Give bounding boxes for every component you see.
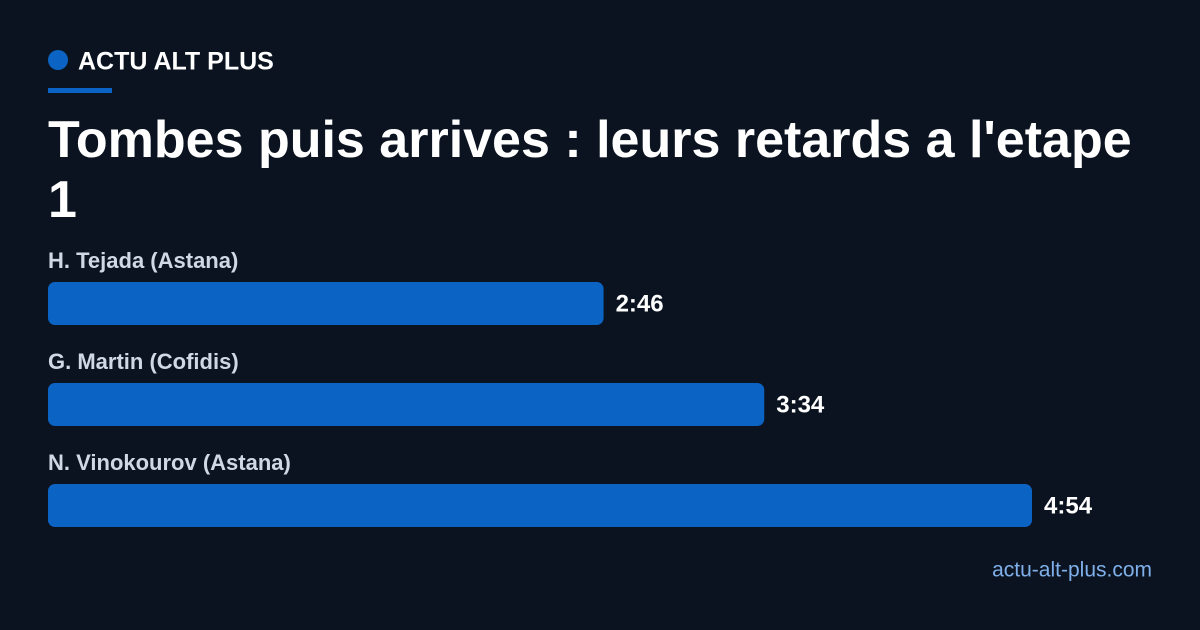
source: actu-alt-plus.com	[992, 559, 1152, 582]
category-label: H. Tejada (Astana)	[48, 248, 238, 273]
bar	[48, 282, 604, 325]
category-label: G. Martin (Cofidis)	[48, 349, 239, 374]
brand-underline	[48, 88, 112, 93]
category-label: N. Vinokourov (Astana)	[48, 450, 291, 475]
chart-title: Tombes puis arrives : leurs retards a l'…	[48, 111, 1132, 229]
bar	[48, 383, 765, 426]
bar	[48, 484, 1032, 527]
brand-dot	[48, 50, 68, 70]
value-label: 2:46	[616, 290, 664, 317]
value-label: 4:54	[1044, 492, 1093, 519]
brand: ACTU ALT PLUS	[78, 48, 274, 76]
value-label: 3:34	[776, 391, 825, 418]
